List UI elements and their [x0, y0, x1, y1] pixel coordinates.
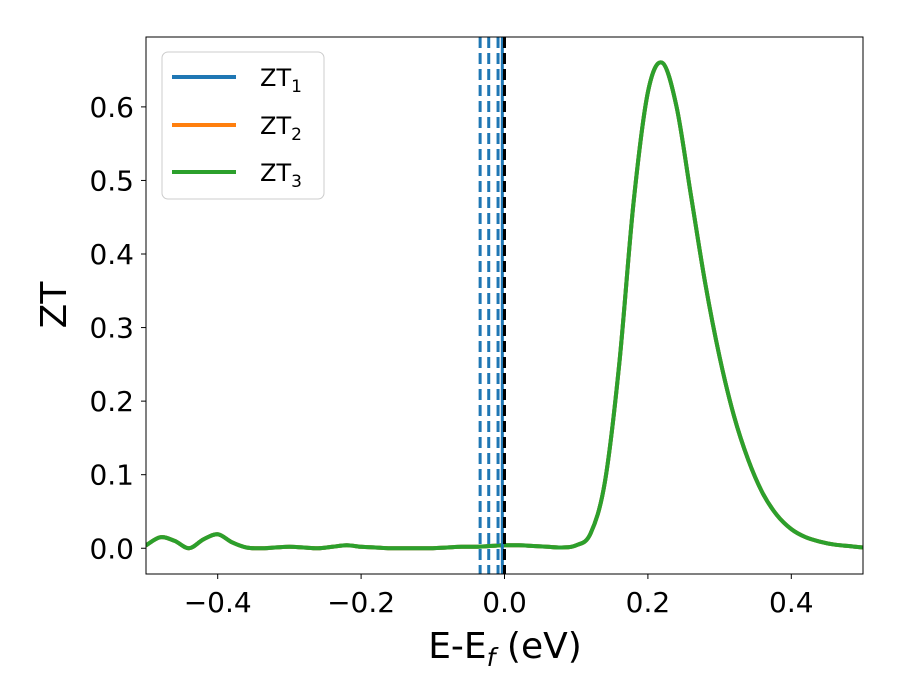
y-tick-label: 0.1 — [89, 459, 134, 492]
x-axis-label: E-Ef (eV) — [428, 626, 582, 672]
x-tick-label: 0.4 — [769, 586, 814, 619]
legend-label-zt1: ZT1 — [260, 64, 302, 97]
legend-entry-zt2: ZT2 — [172, 112, 302, 145]
legend-label-zt3: ZT3 — [260, 159, 302, 192]
legend-entry-zt3: ZT3 — [172, 159, 302, 192]
y-tick-label: 0.4 — [89, 238, 134, 271]
x-axis-ticks: −0.4 −0.2 0.0 0.2 0.4 — [184, 574, 814, 619]
legend-entry-zt1: ZT1 — [172, 64, 302, 97]
legend-label-zt2: ZT2 — [260, 112, 302, 145]
y-tick-label: 0.6 — [89, 91, 134, 124]
y-tick-label: 0.2 — [89, 385, 134, 418]
y-axis-label: ZT — [34, 281, 75, 329]
x-tick-label: −0.2 — [327, 586, 395, 619]
y-tick-label: 0.0 — [89, 532, 134, 565]
legend-box — [161, 51, 325, 200]
legend: ZT1 ZT2 ZT3 — [161, 51, 325, 200]
y-tick-label: 0.3 — [89, 312, 134, 345]
y-tick-label: 0.5 — [89, 164, 134, 197]
series-line-zt3 — [146, 60, 863, 551]
plot-area — [146, 37, 863, 574]
x-tick-label: 0.2 — [626, 586, 671, 619]
y-axis-ticks: 0.0 0.1 0.2 0.3 0.4 0.5 0.6 — [89, 91, 146, 565]
x-tick-label: 0.0 — [482, 586, 527, 619]
x-tick-label: −0.4 — [184, 586, 252, 619]
